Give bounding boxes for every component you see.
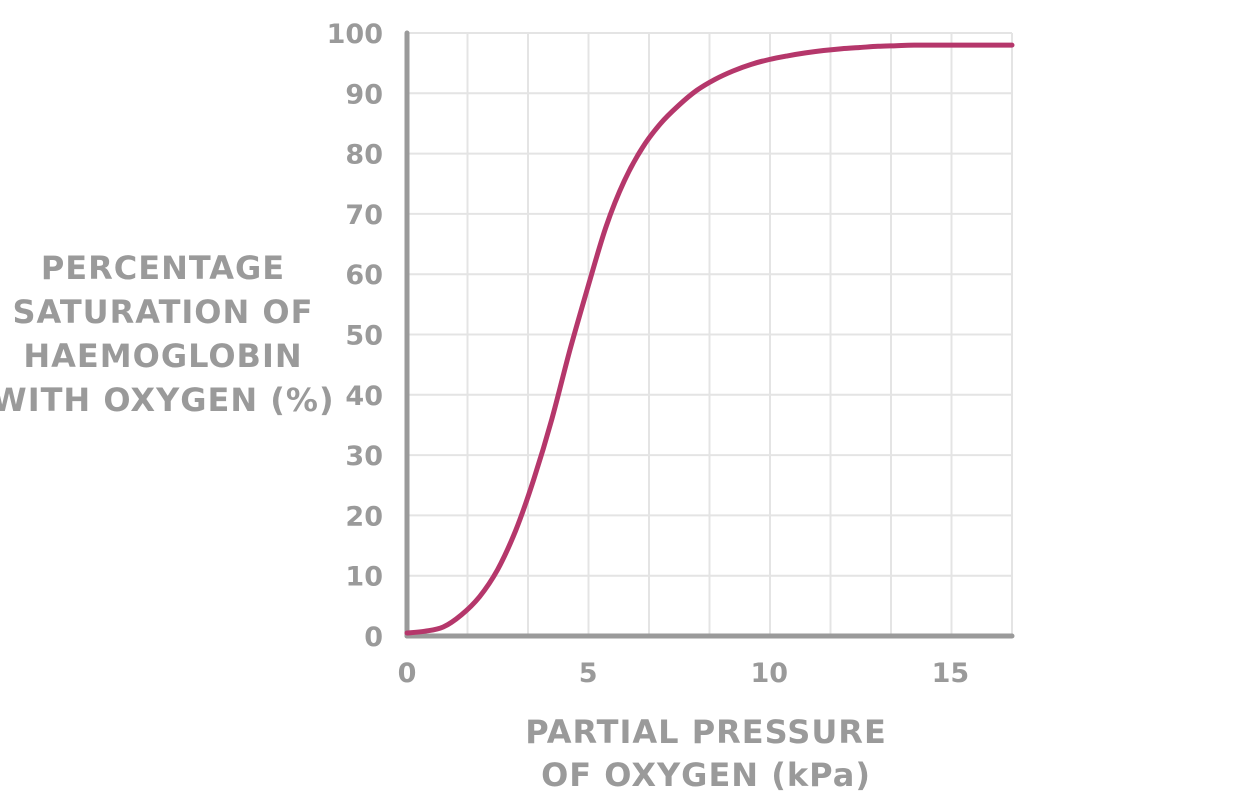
tick-labels: 0 10 20 30 40 50 60 70 80 90 100 0 5 10 15 <box>327 19 970 689</box>
y-tick-label: 60 <box>345 260 383 291</box>
y-tick-label: 80 <box>345 140 383 171</box>
grid <box>407 32 1013 636</box>
y-tick-label: 90 <box>345 79 383 110</box>
y-tick-label: 10 <box>345 562 383 593</box>
axes <box>404 30 1015 639</box>
y-tick-label: 20 <box>345 501 383 532</box>
x-axis-title: PARTIAL PRESSURE OF OXYGEN (kPa) <box>525 713 887 794</box>
y-tick-label: 0 <box>364 622 383 653</box>
x-axis-title-line: OF OXYGEN (kPa) <box>541 756 871 794</box>
y-axis-title-line: PERCENTAGE <box>41 249 285 287</box>
series <box>404 42 1015 636</box>
y-tick-label: 70 <box>345 200 383 231</box>
saturation-curve <box>404 42 1015 636</box>
y-axis-title-line: SATURATION OF <box>13 293 314 331</box>
y-axis-title-line: HAEMOGLOBIN <box>23 337 302 375</box>
y-tick-label: 100 <box>327 19 383 50</box>
y-axis-title-line: WITH OXYGEN (%) <box>0 381 335 419</box>
x-tick-label: 10 <box>750 658 788 689</box>
x-tick-label: 0 <box>398 658 417 689</box>
y-axis-title: PERCENTAGE SATURATION OF HAEMOGLOBIN WITH O… <box>0 249 335 419</box>
x-axis-title-line: PARTIAL PRESSURE <box>525 713 887 751</box>
y-tick-label: 30 <box>345 441 383 472</box>
y-tick-label: 40 <box>345 381 383 412</box>
x-tick-label: 5 <box>579 658 598 689</box>
x-tick-label: 15 <box>932 658 970 689</box>
y-tick-label: 50 <box>345 321 383 352</box>
